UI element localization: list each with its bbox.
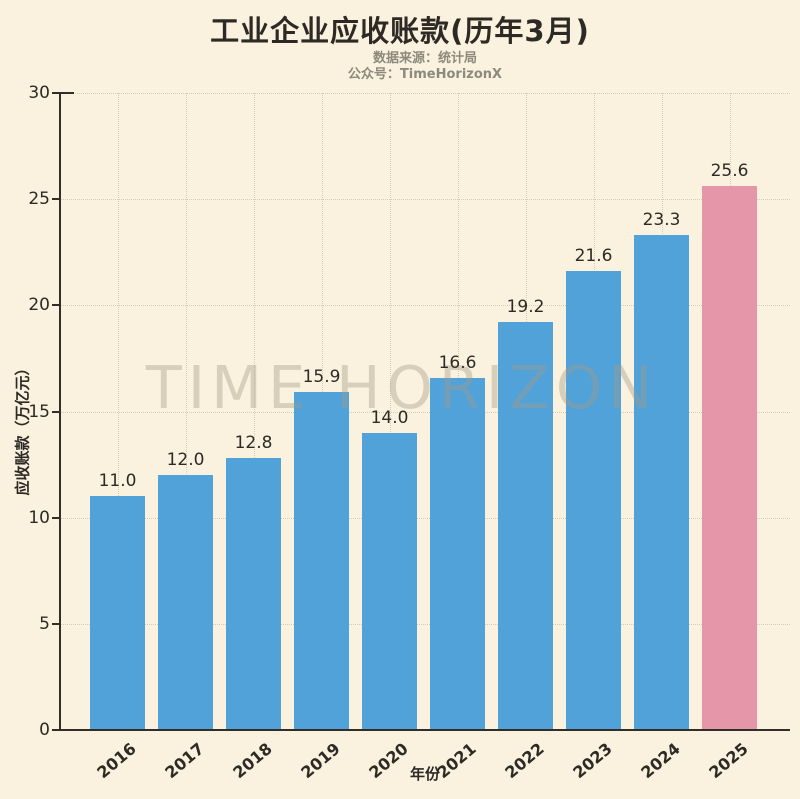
y-axis-title: 应收账款（万亿元）	[13, 360, 32, 496]
gridline-horizontal	[60, 411, 790, 413]
x-axis-line	[59, 729, 790, 731]
y-tick-mark	[52, 410, 60, 413]
y-tick-label: 10	[28, 507, 50, 528]
y-tick-label: 20	[28, 295, 50, 316]
bar-value-label: 21.6	[574, 246, 613, 267]
y-tick-mark	[52, 622, 60, 625]
y-tick-label: 25	[28, 189, 50, 210]
bar-value-label: 15.9	[302, 367, 341, 388]
gridline-vertical	[389, 93, 391, 730]
y-tick-label: 15	[28, 401, 50, 422]
y-tick-label: 0	[39, 720, 50, 740]
y-tick-mark	[52, 729, 60, 731]
bar-value-label: 12.8	[234, 433, 273, 454]
bar-2019	[294, 392, 349, 730]
y-axis-line	[59, 93, 61, 731]
chart-title: 工业企业应收账款(历年3月)	[210, 14, 590, 48]
bar-2018	[226, 458, 281, 730]
y-tick-label: 30	[28, 83, 50, 103]
bar-value-label: 14.0	[370, 407, 409, 428]
gridline-horizontal	[60, 93, 790, 94]
bar-value-label: 11.0	[98, 471, 137, 492]
x-axis-title: 年份	[409, 765, 440, 783]
bar-value-label: 19.2	[506, 297, 545, 318]
chart-subtitle-account: 公众号：TimeHorizonX	[347, 67, 503, 82]
gridline-horizontal	[60, 623, 790, 625]
y-tick-mark	[52, 304, 60, 307]
gridline-vertical	[253, 93, 255, 730]
bar-value-label: 16.6	[438, 352, 477, 373]
bar-2023	[566, 271, 621, 730]
bar-2020	[362, 432, 417, 730]
gridline-vertical	[117, 93, 119, 730]
bar-value-label: 12.0	[166, 450, 205, 471]
gridline-horizontal	[60, 517, 790, 519]
gridline-horizontal	[60, 305, 790, 307]
bar-2022	[498, 322, 553, 730]
bar-2021	[430, 377, 485, 730]
y-axis-top-cap	[59, 92, 74, 94]
bar-2016	[90, 496, 145, 730]
y-tick-mark	[52, 92, 60, 94]
gridline-vertical	[185, 93, 187, 730]
chart-subtitle-source: 数据来源：统计局	[372, 51, 477, 66]
bar-value-label: 23.3	[642, 210, 681, 231]
bar-2025	[702, 186, 757, 730]
y-tick-label: 5	[39, 613, 50, 634]
bar-2024	[634, 235, 689, 730]
gridline-horizontal	[60, 199, 790, 201]
y-tick-mark	[52, 198, 60, 201]
y-tick-mark	[52, 516, 60, 519]
bar-2017	[158, 475, 213, 730]
bar-value-label: 25.6	[710, 161, 749, 182]
